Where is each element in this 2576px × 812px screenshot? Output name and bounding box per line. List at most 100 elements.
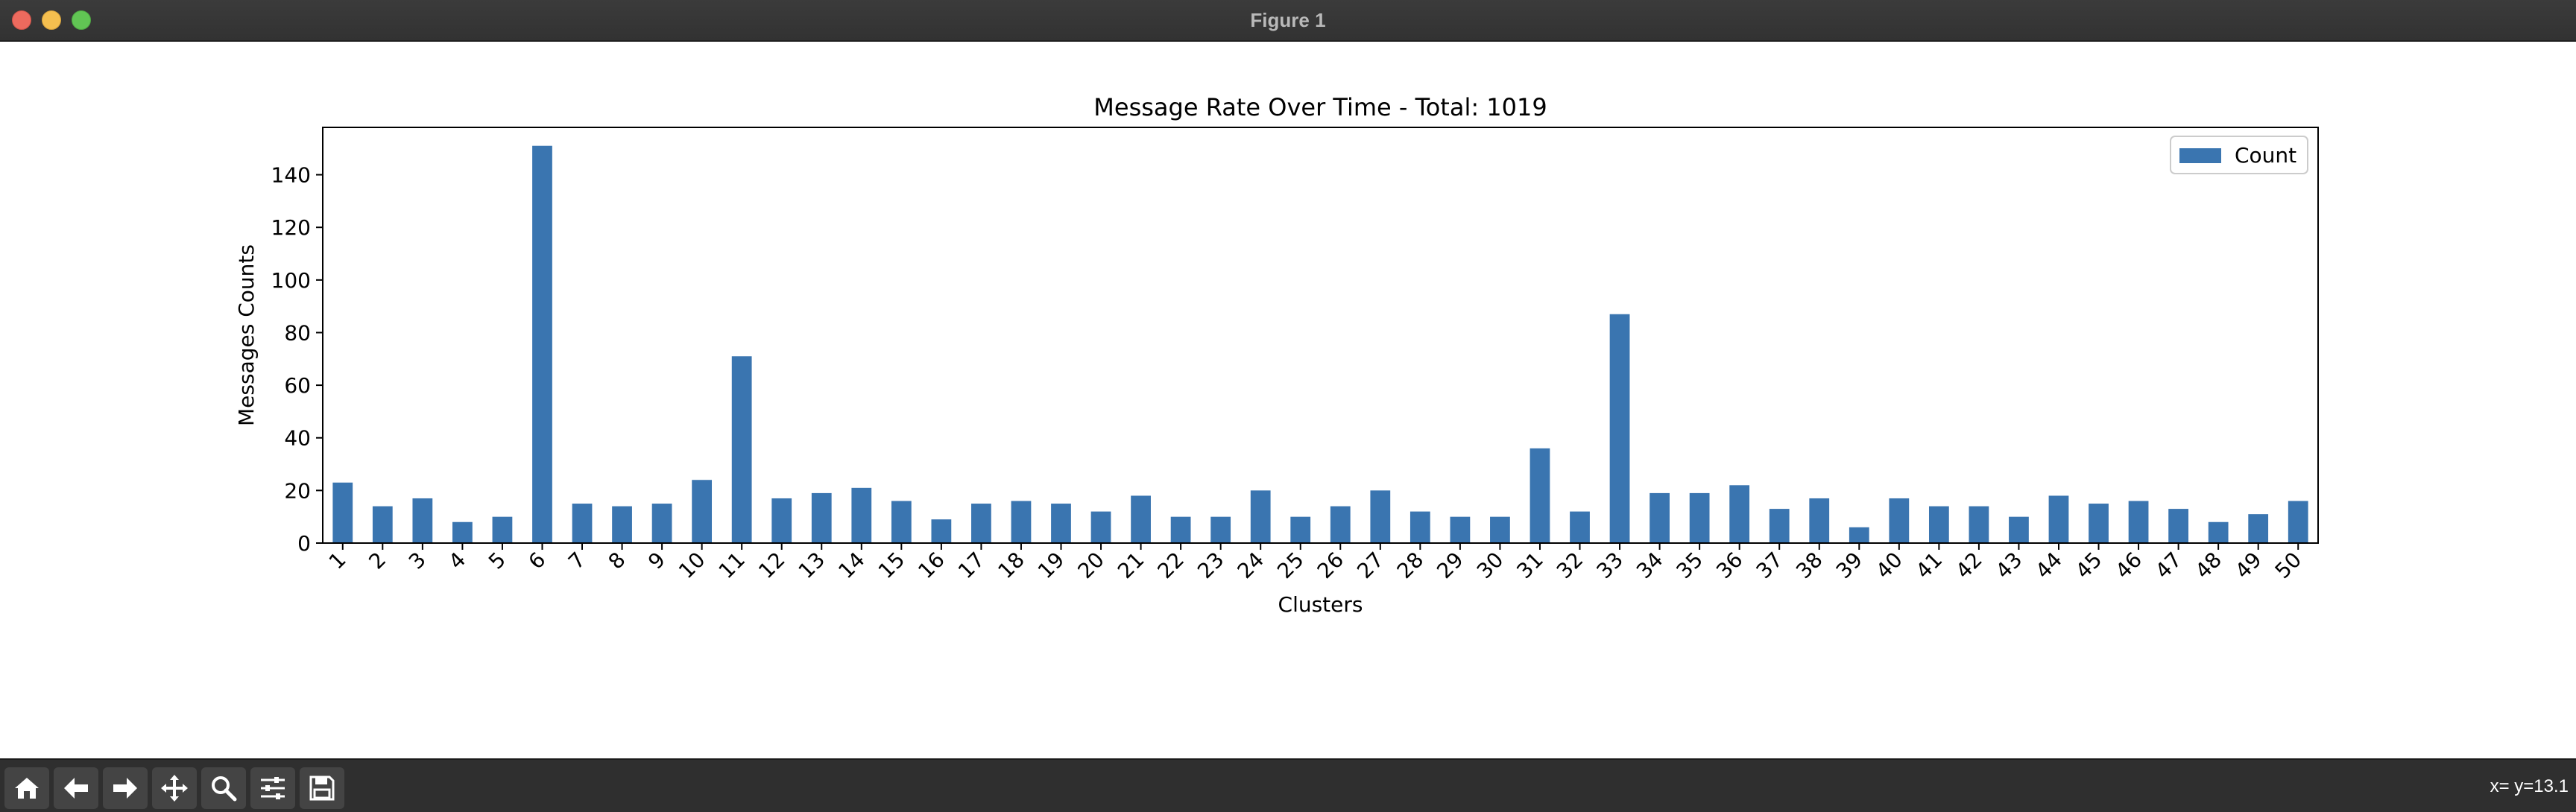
- maximize-window-button[interactable]: [72, 10, 91, 30]
- bar: [1769, 509, 1790, 543]
- bar: [1809, 498, 1830, 543]
- bar: [851, 487, 872, 543]
- y-tick-label: 140: [271, 163, 311, 188]
- bar: [1370, 490, 1391, 543]
- x-tick-label: 23: [1193, 548, 1229, 584]
- y-tick-label: 80: [284, 320, 311, 345]
- bar: [2009, 516, 2029, 543]
- x-tick-label: 34: [1632, 548, 1668, 584]
- bar: [2248, 514, 2269, 543]
- bar: [2288, 501, 2308, 543]
- bar: [2128, 501, 2149, 543]
- x-tick-label: 25: [1272, 548, 1309, 584]
- figure-canvas[interactable]: 1 2 3 4 5 6 7 8 9 10 11 12 13 14 15 16 17 18 19 20 21 22 23 24 2…: [0, 42, 2576, 758]
- x-tick-label: 28: [1392, 548, 1429, 584]
- axes-frame: [322, 127, 2319, 544]
- bar: [1210, 516, 1231, 543]
- y-tick-label: 0: [297, 531, 311, 556]
- bar: [2208, 521, 2229, 543]
- y-tick-label: 120: [271, 215, 311, 240]
- arrow-left-icon: [64, 778, 88, 799]
- x-tick-label: 24: [1233, 548, 1269, 584]
- chart-legend: Count: [2170, 136, 2308, 174]
- bar: [1051, 504, 1071, 543]
- save-icon: [309, 775, 335, 801]
- bar: [492, 516, 513, 543]
- x-tick-label: 40: [1871, 548, 1907, 584]
- cursor-coordinates: x= y=13.1: [2490, 776, 2569, 796]
- navigation-toolbar: x= y=13.1: [0, 758, 2576, 812]
- x-tick-label: 46: [2110, 548, 2147, 584]
- bar: [1570, 511, 1590, 543]
- zoom-button[interactable]: [201, 767, 246, 809]
- bar-chart: 1 2 3 4 5 6 7 8 9 10 11 12 13 14 15 16 17 18 19 20 21 22 23 24 2…: [234, 93, 2319, 617]
- x-tick-label: 38: [1791, 548, 1828, 584]
- legend-box: [2170, 136, 2308, 174]
- x-tick-label: 32: [1552, 548, 1588, 584]
- x-tick-label: 19: [1033, 548, 1070, 584]
- bar: [1290, 516, 1311, 543]
- x-tick-label: 44: [2030, 548, 2067, 584]
- x-tick-label: 50: [2270, 548, 2307, 584]
- y-tick-label: 40: [284, 426, 311, 451]
- bar: [1250, 490, 1271, 543]
- bar: [612, 506, 632, 543]
- x-axis-label: Clusters: [1278, 592, 1363, 617]
- x-tick-label: 27: [1352, 548, 1389, 584]
- minimize-window-button[interactable]: [42, 10, 61, 30]
- bar: [2048, 495, 2069, 543]
- x-tick-label: 6: [523, 548, 550, 574]
- legend-label: Count: [2235, 143, 2296, 168]
- bar: [1450, 516, 1471, 543]
- configure-subplots-button[interactable]: [250, 767, 295, 809]
- x-tick-label: 33: [1591, 548, 1628, 584]
- bar: [931, 519, 952, 543]
- bar: [771, 498, 792, 543]
- x-tick-label: 8: [604, 548, 631, 574]
- x-tick-label: 12: [754, 548, 790, 584]
- x-tick-label: 3: [404, 548, 431, 574]
- home-button[interactable]: [4, 767, 49, 809]
- arrow-right-icon: [113, 778, 137, 799]
- bar: [1969, 506, 1989, 543]
- bar: [2089, 504, 2109, 543]
- bar: [412, 498, 433, 543]
- bar: [2168, 509, 2188, 543]
- bar: [891, 501, 912, 543]
- x-tick-label: 2: [364, 548, 391, 574]
- x-tick-label: 42: [1951, 548, 1987, 584]
- x-tick-label: 10: [674, 548, 710, 584]
- bar: [1090, 511, 1111, 543]
- sliders-icon: [261, 777, 285, 799]
- bar: [532, 145, 552, 544]
- x-tick-label: 4: [443, 548, 470, 574]
- x-tick-label: 49: [2230, 548, 2267, 584]
- x-tick-label: 47: [2150, 548, 2187, 584]
- search-icon: [212, 776, 237, 802]
- bar: [1490, 516, 1510, 543]
- bar: [1409, 511, 1430, 543]
- y-tick-label: 60: [284, 373, 311, 398]
- save-button[interactable]: [300, 767, 344, 809]
- close-window-button[interactable]: [12, 10, 31, 30]
- x-tick-label: 48: [2191, 548, 2227, 584]
- x-tick-label: 1: [324, 548, 351, 574]
- x-tick-label: 7: [564, 548, 590, 574]
- x-tick-label: 37: [1752, 548, 1788, 584]
- bar: [1011, 501, 1032, 543]
- pan-button[interactable]: [152, 767, 197, 809]
- legend-swatch: [2179, 148, 2221, 163]
- bar: [1650, 492, 1670, 543]
- back-button[interactable]: [54, 767, 98, 809]
- x-tick-label: 15: [874, 548, 910, 584]
- x-tick-label: 41: [1911, 548, 1948, 584]
- x-tick-label: 20: [1073, 548, 1109, 584]
- x-tick-label: 29: [1432, 548, 1468, 584]
- x-tick-label: 13: [794, 548, 830, 584]
- x-tick-label: 9: [643, 548, 670, 574]
- title-bar[interactable]: Figure 1: [0, 0, 2576, 42]
- x-tick-label: 39: [1831, 548, 1868, 584]
- x-tick-label: 17: [953, 548, 990, 584]
- forward-button[interactable]: [103, 767, 148, 809]
